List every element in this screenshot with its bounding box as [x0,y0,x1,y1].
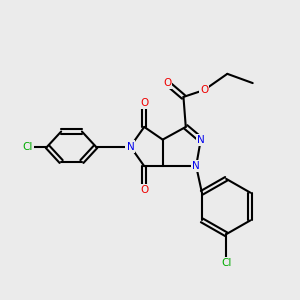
Text: O: O [163,78,171,88]
Text: O: O [140,185,148,195]
Text: O: O [200,85,208,95]
Text: Cl: Cl [221,258,231,268]
Text: N: N [197,135,205,145]
Text: N: N [127,142,134,152]
Text: N: N [192,161,200,171]
Text: Cl: Cl [22,142,33,152]
Text: O: O [140,98,148,108]
